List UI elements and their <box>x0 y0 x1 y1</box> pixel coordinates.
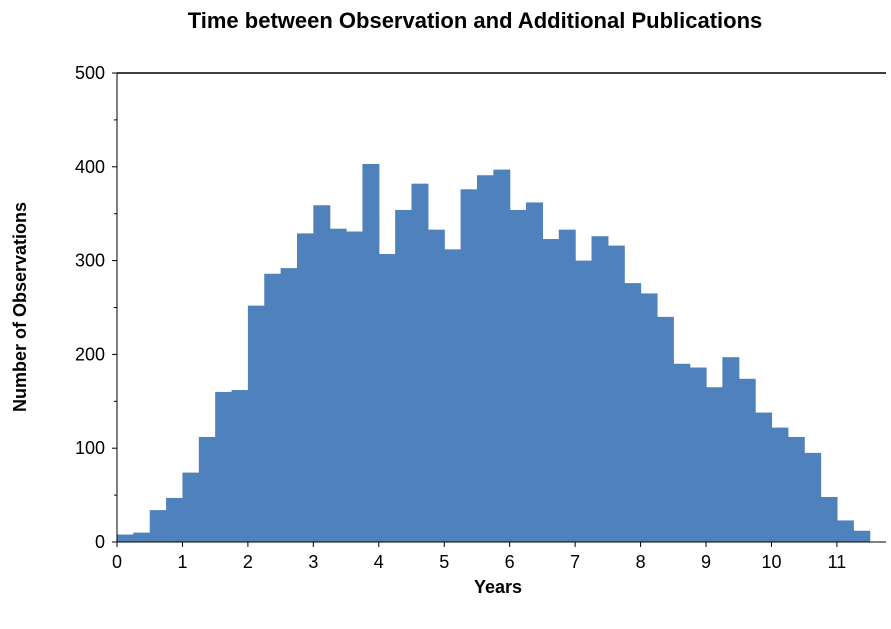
histogram-bar <box>722 357 740 542</box>
x-tick-label: 11 <box>828 552 847 572</box>
histogram-bar <box>706 387 723 542</box>
histogram-bar <box>804 452 822 542</box>
x-tick-label: 7 <box>570 552 580 572</box>
x-tick-label: 4 <box>374 552 384 572</box>
x-tick-label: 5 <box>439 552 449 572</box>
histogram-bar <box>526 202 544 542</box>
histogram-bar <box>542 239 560 542</box>
x-tick-label: 0 <box>112 552 122 572</box>
histogram-bar <box>378 254 396 542</box>
bars-group <box>117 163 871 543</box>
histogram-bar <box>296 233 314 542</box>
y-axis-label: Number of Observations <box>10 202 30 412</box>
histogram-bar <box>247 305 265 542</box>
histogram-bar <box>509 209 527 542</box>
histogram-bar <box>591 236 609 542</box>
histogram-bar <box>198 436 216 542</box>
histogram-bar <box>149 510 167 542</box>
y-tick-label: 300 <box>75 251 105 271</box>
histogram-bar <box>133 532 151 542</box>
y-tick-label: 200 <box>75 344 105 364</box>
histogram-bar <box>346 231 364 542</box>
y-tick-label: 500 <box>75 63 105 83</box>
histogram-bar <box>476 175 494 542</box>
y-tick-label: 100 <box>75 438 105 458</box>
histogram-bar <box>166 497 184 542</box>
x-tick-label: 8 <box>636 552 646 572</box>
histogram-bar <box>853 530 871 542</box>
x-tick-label: 9 <box>701 552 711 572</box>
histogram-bar <box>215 391 233 542</box>
histogram-bar <box>280 268 298 542</box>
chart-title: Time between Observation and Additional … <box>188 8 763 33</box>
histogram-bar <box>182 472 200 542</box>
histogram-bar <box>607 245 625 543</box>
histogram-bar <box>787 436 805 542</box>
x-tick-label: 3 <box>308 552 318 572</box>
histogram-bar <box>117 534 134 542</box>
histogram-bar <box>755 412 773 542</box>
histogram-bar <box>493 169 511 542</box>
histogram-bar <box>444 249 462 542</box>
histogram-bar <box>329 228 347 542</box>
histogram-bar <box>427 229 445 542</box>
y-ticks-group: 0 100 200 300 400 500 <box>75 63 117 552</box>
histogram-bar <box>673 363 691 542</box>
x-tick-label: 2 <box>243 552 253 572</box>
histogram-bar <box>362 163 380 542</box>
histogram-bar <box>738 378 756 542</box>
histogram-bar <box>820 496 838 542</box>
histogram-bar <box>656 316 674 542</box>
histogram-bar <box>460 189 478 542</box>
histogram-bar <box>624 283 642 542</box>
histogram-bar <box>640 293 658 542</box>
histogram-bar <box>264 273 282 542</box>
y-tick-label: 400 <box>75 157 105 177</box>
histogram-bar <box>231 390 249 542</box>
histogram-bar <box>689 367 707 542</box>
histogram-bar <box>395 209 413 542</box>
histogram-bar <box>313 205 331 542</box>
histogram-bar <box>575 260 593 542</box>
x-axis-label: Years <box>474 577 522 597</box>
histogram-bar <box>558 229 576 542</box>
y-tick-label: 0 <box>95 532 105 552</box>
histogram-bar <box>411 183 429 542</box>
x-tick-label: 6 <box>505 552 515 572</box>
x-ticks-group: 0 1 2 3 4 5 6 7 8 9 10 11 <box>112 542 846 572</box>
x-tick-label: 1 <box>177 552 187 572</box>
histogram-bar <box>771 427 789 542</box>
histogram-bar <box>836 520 854 542</box>
x-tick-label: 10 <box>761 552 781 572</box>
